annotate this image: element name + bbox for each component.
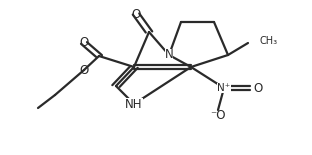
Text: O: O [131, 7, 141, 20]
Text: NH: NH [125, 97, 143, 111]
Text: CH₃: CH₃ [260, 36, 278, 46]
Text: N⁺: N⁺ [217, 83, 231, 93]
Text: O: O [253, 82, 262, 95]
Text: O: O [79, 36, 89, 49]
Text: N: N [165, 49, 173, 62]
Text: O: O [79, 64, 89, 77]
Text: ⁻O: ⁻O [210, 109, 226, 122]
